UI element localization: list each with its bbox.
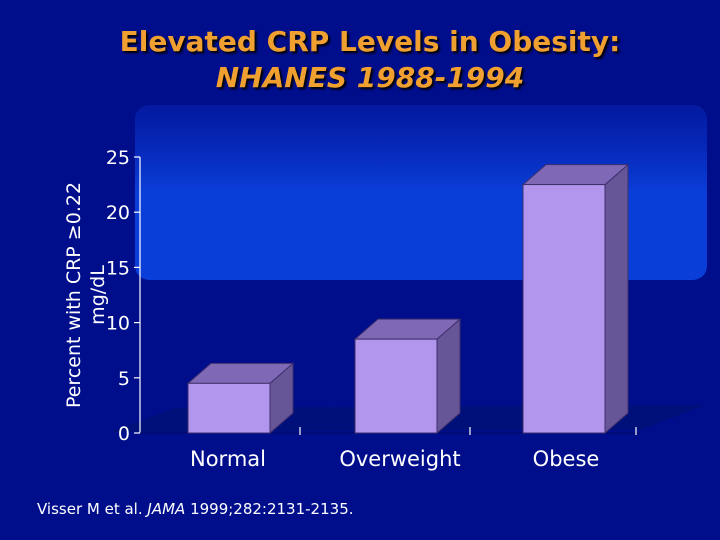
x-tick-label: Normal — [190, 447, 266, 471]
chart-title: Elevated CRP Levels in Obesity: — [119, 25, 621, 58]
chart-subtitle: NHANES 1988-1994 — [215, 61, 525, 94]
y-tick-label: 5 — [118, 368, 130, 390]
chart-title-block: Elevated CRP Levels in Obesity: NHANES 1… — [0, 24, 720, 96]
x-tick-label: Obese — [533, 447, 600, 471]
bar-front-face — [522, 184, 606, 434]
citation-journal: JAMA — [147, 500, 186, 518]
citation-details: 1999;282:2131-2135. — [190, 500, 354, 518]
y-tick-label: 10 — [106, 313, 130, 335]
y-tick-label: 15 — [106, 257, 130, 279]
x-tick-label: Overweight — [339, 447, 460, 471]
y-tick-label: 0 — [118, 423, 130, 445]
bar-front-face — [187, 382, 271, 434]
bar — [186, 362, 295, 435]
bar — [353, 318, 462, 435]
bar — [521, 163, 630, 435]
citation: Visser M et al. JAMA 1999;282:2131-2135. — [37, 500, 354, 518]
citation-authors: Visser M et al. — [37, 500, 143, 518]
bar-side-face — [604, 163, 629, 435]
y-tick-label: 20 — [106, 202, 130, 224]
bar-front-face — [354, 338, 438, 434]
y-tick-label: 25 — [106, 147, 130, 169]
